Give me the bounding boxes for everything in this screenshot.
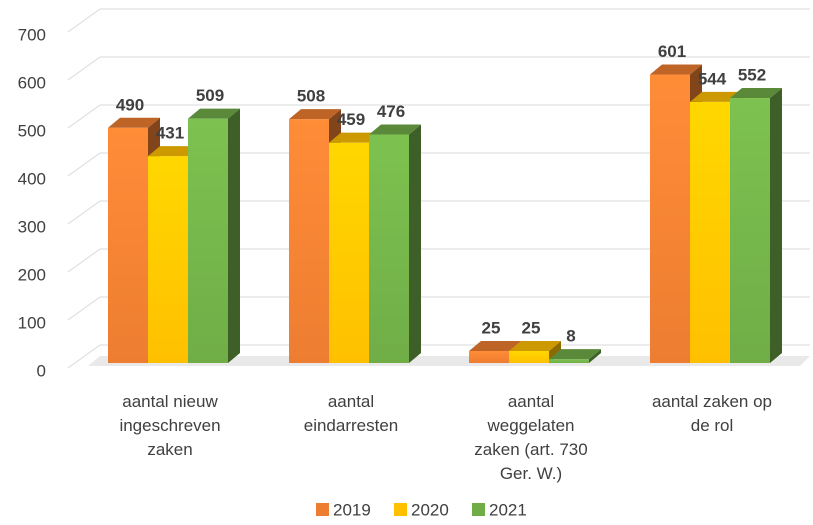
data-label: 459: [337, 110, 365, 129]
bar-top: [509, 341, 561, 351]
bar-side: [589, 349, 601, 363]
y-tick-label: 400: [18, 169, 46, 188]
data-label: 25: [482, 318, 501, 337]
bar-side: [409, 124, 421, 364]
bar-front: [730, 98, 770, 363]
data-label: 509: [196, 86, 224, 105]
legend-label: 2020: [411, 500, 449, 519]
bar-side: [228, 108, 240, 364]
bar-front: [188, 118, 228, 364]
bar-front: [690, 101, 730, 363]
x-tick-label: aantal weggelaten zaken (art. 730 Ger. W…: [474, 392, 588, 483]
bar-front: [329, 142, 369, 363]
data-label: 552: [738, 66, 766, 85]
bar-front: [148, 156, 188, 363]
grid-line: [67, 104, 810, 129]
y-tick-label: 600: [18, 73, 46, 92]
bar: [730, 88, 782, 363]
grid-line: [67, 200, 810, 225]
y-tick-label: 700: [18, 25, 46, 44]
data-label: 8: [566, 327, 575, 346]
bar-side: [770, 88, 782, 363]
bar-top: [108, 117, 160, 128]
data-label: 544: [698, 69, 727, 88]
bar-top: [289, 109, 341, 120]
bar-top: [188, 108, 240, 119]
legend-label: 2019: [333, 500, 371, 519]
bar-front: [549, 359, 589, 363]
data-label: 508: [297, 87, 325, 106]
grid-line: [67, 8, 810, 33]
bar-front: [108, 127, 148, 363]
bar-front: [289, 119, 329, 363]
x-tick-label: aantal zaken op de rol: [651, 392, 773, 435]
data-label: 476: [377, 102, 405, 121]
x-tick-label: aantal nieuw ingeschreven zaken: [119, 392, 221, 459]
bar-top: [148, 146, 200, 157]
legend-swatch: [316, 503, 329, 516]
bar-top: [369, 124, 421, 135]
data-label: 601: [658, 42, 686, 61]
bar-top: [329, 132, 381, 143]
x-tick-label: aantal eindarresten: [303, 392, 399, 435]
bar-front: [469, 351, 509, 363]
bar-top: [469, 341, 521, 351]
data-label: 25: [522, 318, 541, 337]
bar-top: [690, 91, 742, 102]
bar-front: [650, 74, 690, 364]
grid-line: [67, 56, 810, 81]
bar: [369, 124, 421, 364]
bar-front: [509, 351, 549, 363]
y-tick-label: 300: [18, 217, 46, 236]
grid-line: [67, 344, 810, 369]
data-label: 431: [156, 124, 184, 143]
bar-top: [549, 349, 601, 360]
legend-swatch: [472, 503, 485, 516]
legend-label: 2021: [489, 500, 527, 519]
data-label: 490: [116, 95, 144, 114]
bar-top: [730, 88, 782, 99]
y-tick-label: 200: [18, 265, 46, 284]
legend-swatch: [394, 503, 407, 516]
grid-line: [67, 152, 810, 177]
grid-line: [67, 248, 810, 273]
bar-top: [650, 64, 702, 75]
bar: [188, 108, 240, 364]
grid-line: [67, 296, 810, 321]
bar: [549, 349, 601, 363]
floor: [88, 356, 810, 366]
y-tick-label: 100: [18, 313, 46, 332]
bar-front: [369, 134, 409, 363]
y-tick-label: 500: [18, 121, 46, 140]
y-tick-label: 0: [37, 361, 46, 380]
